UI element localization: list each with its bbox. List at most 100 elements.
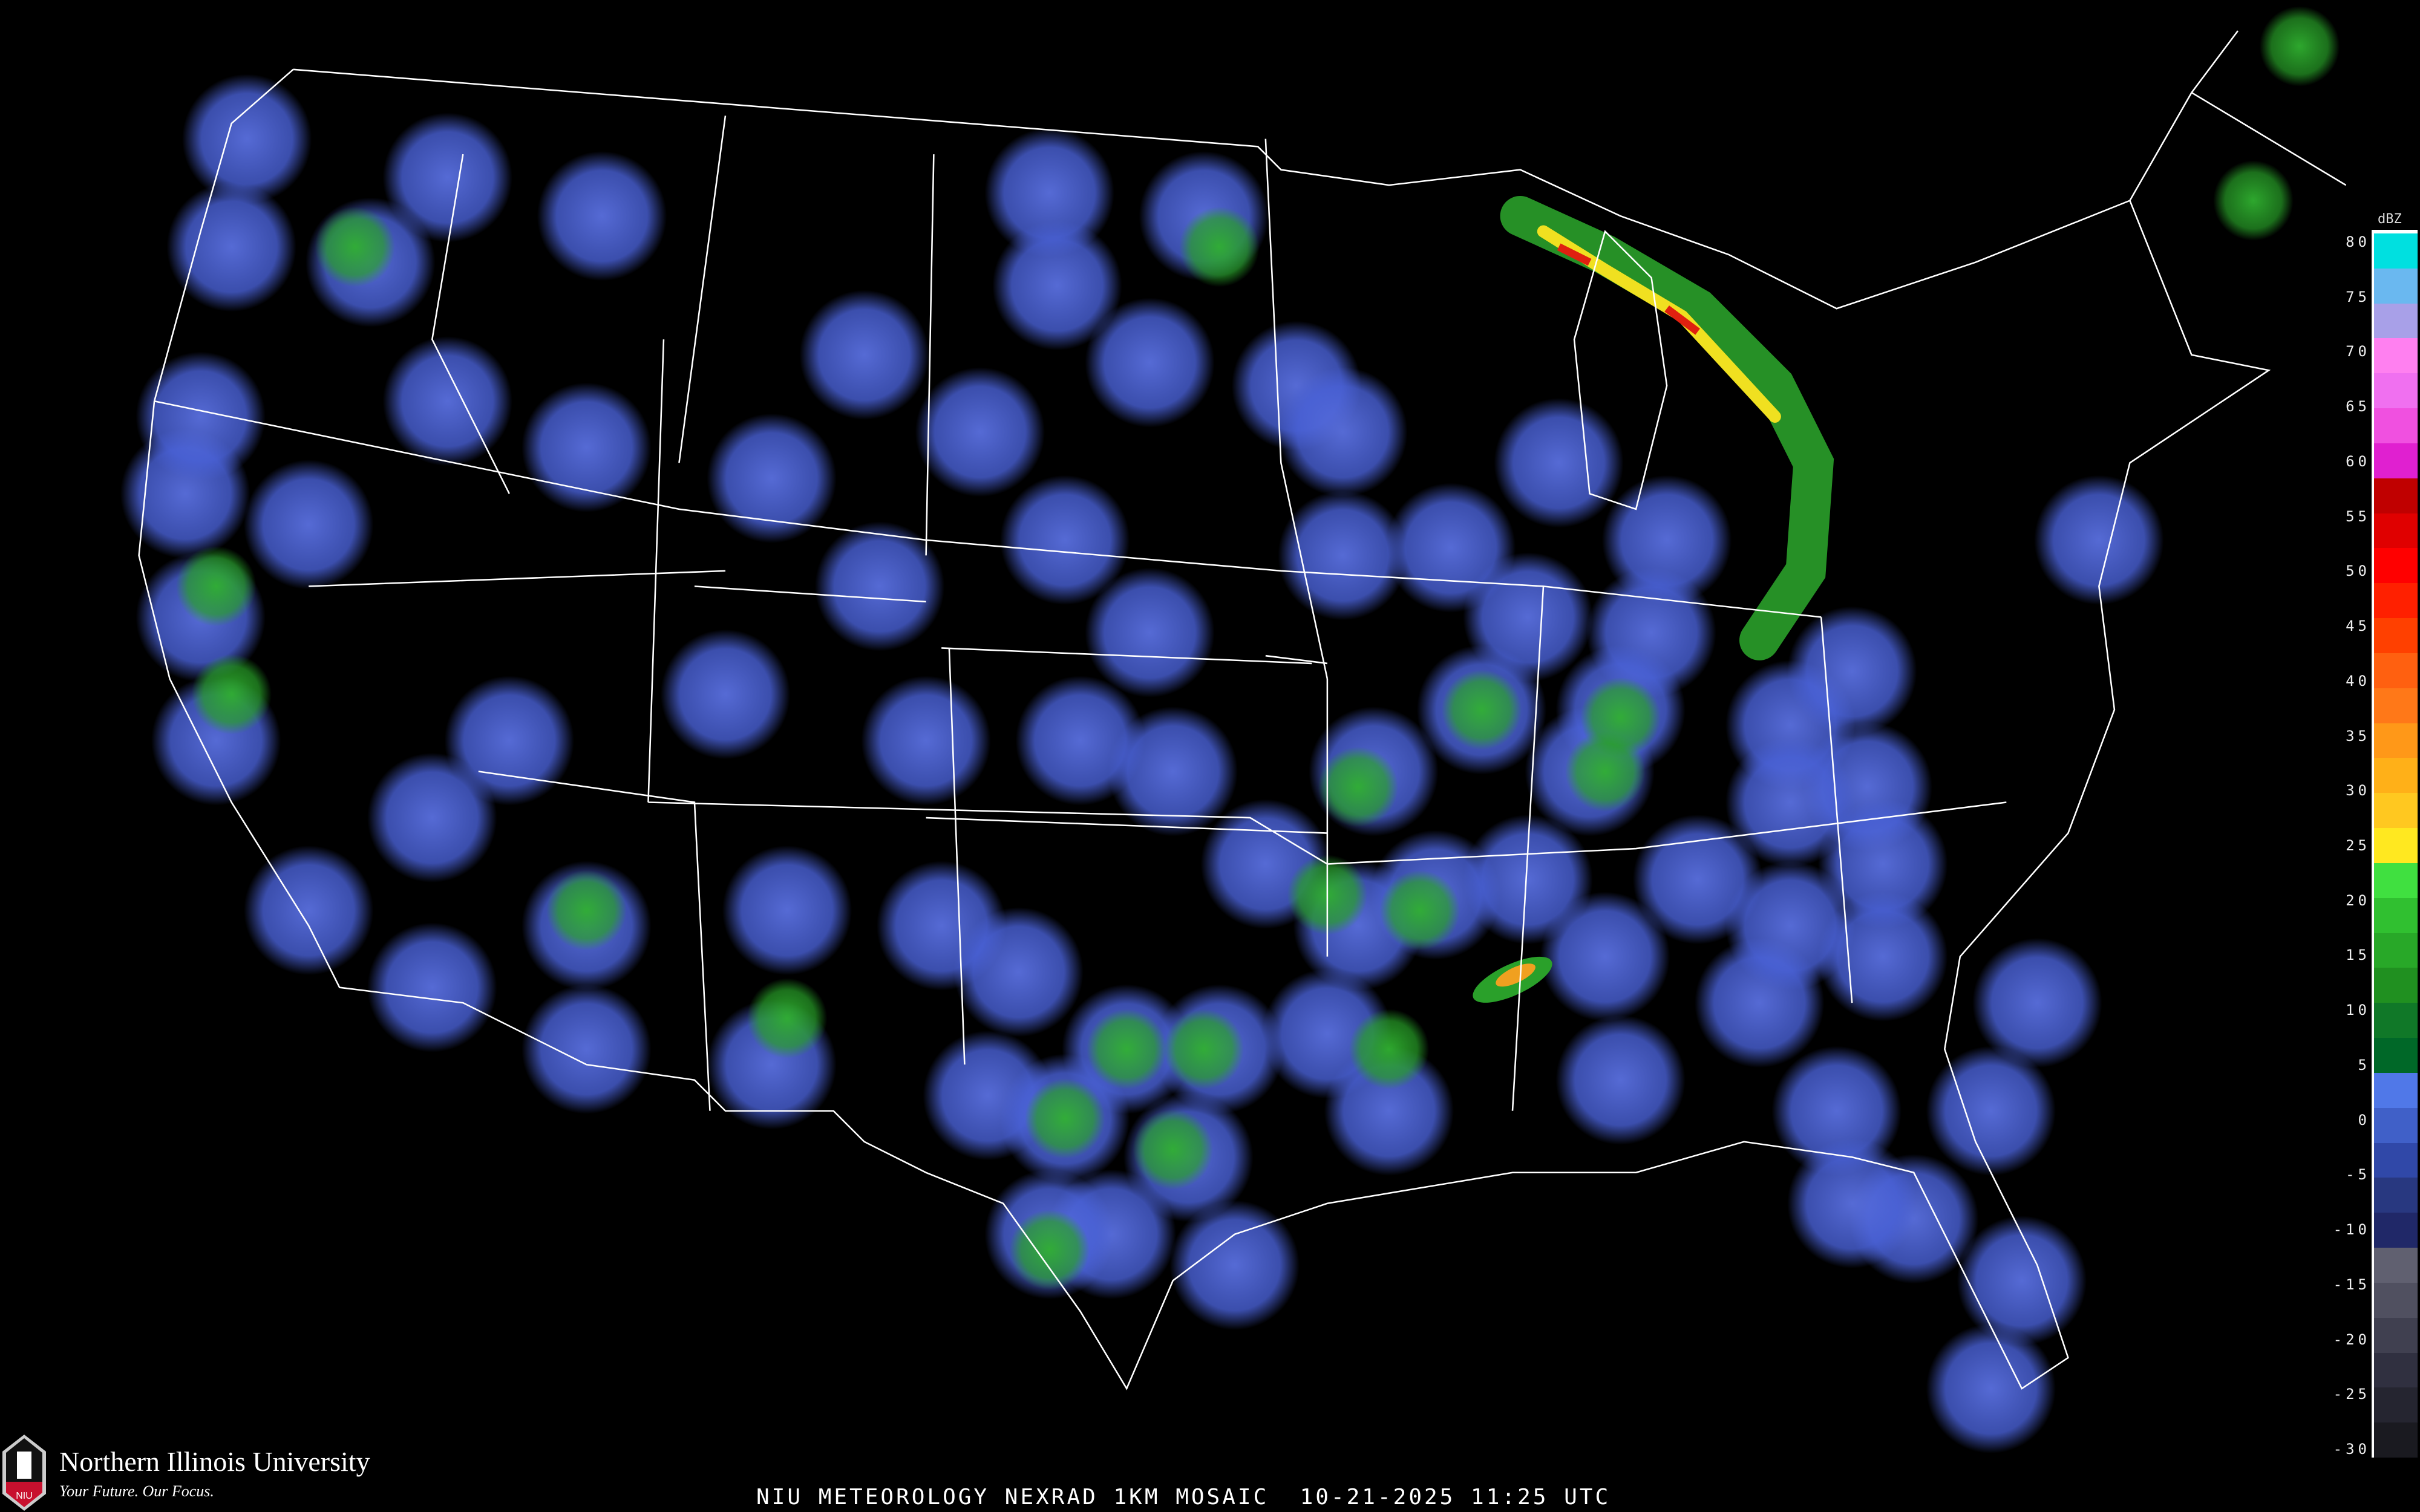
caption-date: 10-21-2025	[1300, 1485, 1456, 1510]
radar-echo-light	[984, 128, 1114, 258]
legend-label: -30	[2333, 1441, 2370, 1458]
radar-echo-light	[915, 367, 1045, 497]
radar-echoes	[120, 6, 2340, 1454]
legend-swatch	[2374, 968, 2418, 1003]
legend-label: 30	[2346, 782, 2370, 800]
radar-echo-light	[799, 290, 929, 420]
us-outline	[138, 30, 2347, 1390]
legend-swatch	[2374, 653, 2418, 688]
niu-shield-icon: NIU	[2, 1435, 46, 1511]
legend-swatch	[2374, 268, 2418, 304]
legend-label: 15	[2346, 947, 2370, 964]
legend-label: 45	[2346, 618, 2370, 635]
legend-label: -25	[2333, 1386, 2370, 1403]
radar-echo-moderate	[546, 870, 627, 951]
radar-echo-light	[1957, 1216, 2087, 1346]
legend-label: 65	[2346, 398, 2370, 415]
legend-label: 55	[2346, 507, 2370, 525]
radar-echo-light	[814, 521, 945, 651]
caption-title: NIU METEOROLOGY NEXRAD 1KM MOSAIC	[756, 1485, 1269, 1510]
legend-swatch	[2374, 1003, 2418, 1038]
radar-echo-light	[1926, 1046, 2056, 1176]
legend-swatch	[2374, 408, 2418, 443]
radar-echo-light	[707, 413, 837, 543]
radar-echo-light	[537, 151, 667, 281]
legend-swatch	[2374, 338, 2418, 374]
radar-echo-moderate	[2213, 160, 2294, 241]
radar-echo-light	[1000, 475, 1130, 605]
radar-echo-moderate	[1179, 206, 1260, 287]
legend-label: 0	[2358, 1111, 2370, 1129]
radar-echo-light	[182, 74, 312, 204]
radar-echo-moderate	[191, 654, 272, 735]
legend-unit: dBZ	[2378, 212, 2402, 227]
legend-label: 25	[2346, 837, 2370, 854]
legend-swatch	[2374, 1422, 2418, 1458]
radar-echo-light	[2034, 475, 2164, 605]
radar-echo-light	[522, 382, 652, 512]
legend-label: -15	[2333, 1276, 2370, 1293]
legend-swatch	[2374, 723, 2418, 758]
radar-echo-moderate	[1580, 677, 1661, 758]
legend-swatch	[2374, 1038, 2418, 1073]
legend-swatch	[2374, 758, 2418, 793]
radar-echo-light	[722, 845, 852, 976]
map-caption: NIU METEOROLOGY NEXRAD 1KM MOSAIC 10-21-…	[756, 1485, 1611, 1510]
legend-label: -10	[2333, 1221, 2370, 1239]
legend-label: 50	[2346, 562, 2370, 580]
radar-echo-light	[1278, 490, 1408, 621]
radar-echo-light	[382, 336, 512, 466]
legend-swatch	[2374, 933, 2418, 968]
radar-echo-light	[1972, 938, 2102, 1068]
storm-cell-core	[1496, 963, 1535, 987]
radar-echo-moderate	[1009, 1210, 1090, 1290]
radar-echo-light	[1787, 606, 1917, 736]
legend-swatch	[2374, 1248, 2418, 1283]
legend-label: 80	[2346, 233, 2370, 250]
radar-echo-moderate	[747, 978, 828, 1058]
radar-echo-moderate	[1441, 670, 1522, 750]
radar-echo-moderate	[1318, 746, 1399, 827]
legend-label: 70	[2346, 343, 2370, 360]
legend-swatch	[2374, 618, 2418, 653]
radar-echo-light	[444, 676, 574, 806]
radar-echo-light	[1169, 1200, 1300, 1330]
legend-swatch	[2374, 898, 2418, 933]
radar-echo-moderate	[1163, 1009, 1244, 1090]
radar-echo-moderate	[1379, 870, 1460, 951]
radar-echo-light	[1926, 1323, 2056, 1454]
legend-swatch	[2374, 373, 2418, 409]
legend-swatch	[2374, 688, 2418, 723]
radar-echo-light	[522, 984, 652, 1114]
legend-swatch	[2374, 478, 2418, 513]
radar-echo-light	[244, 845, 374, 976]
legend-label: 5	[2358, 1056, 2370, 1074]
legend-label: 20	[2346, 891, 2370, 909]
university-tagline: Your Future. Our Focus.	[59, 1482, 214, 1500]
legend-swatch	[2374, 862, 2418, 898]
legend-swatch	[2374, 1282, 2418, 1318]
legend-swatch	[2374, 793, 2418, 829]
legend-swatch	[2374, 303, 2418, 339]
radar-echo-light	[244, 460, 374, 590]
radar-echo-moderate	[2259, 6, 2340, 86]
radar-echo-moderate	[1086, 1009, 1167, 1090]
radar-echo-light	[136, 351, 266, 481]
radar-echo-light	[1601, 475, 1732, 605]
legend-label: 40	[2346, 672, 2370, 689]
legend-label: 10	[2346, 1002, 2370, 1019]
radar-echo-light	[1555, 1015, 1686, 1145]
legend-label: 60	[2346, 452, 2370, 470]
radar-echo-moderate	[1133, 1109, 1214, 1190]
radar-echo-light	[953, 907, 1084, 1037]
legend-label: -20	[2333, 1331, 2370, 1348]
caption-time: 11:25 UTC	[1471, 1485, 1611, 1510]
radar-echo-light	[992, 220, 1122, 351]
dbz-color-legend	[2372, 230, 2418, 1458]
radar-echo-light	[1818, 799, 1948, 929]
radar-echo-moderate	[1024, 1078, 1105, 1159]
legend-label: -5	[2346, 1166, 2370, 1184]
radar-echo-light	[1085, 298, 1215, 428]
legend-swatch	[2374, 583, 2418, 619]
